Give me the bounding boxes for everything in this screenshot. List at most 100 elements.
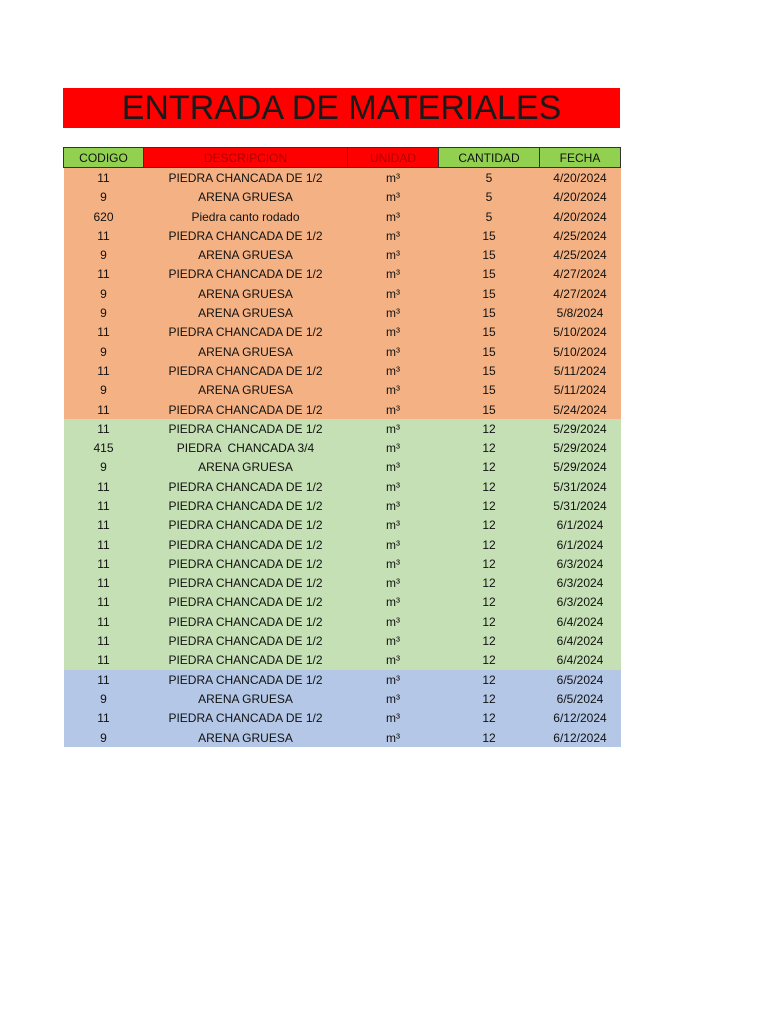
table-cell: 4/27/2024: [553, 286, 607, 301]
table-cell: 6/3/2024: [556, 556, 604, 571]
table-cell: ARENA GRUESA: [198, 248, 293, 263]
table-cell: m³: [386, 595, 400, 610]
table-cell: PIEDRA CHANCADA DE 1/2: [168, 402, 323, 417]
table-cell: 5/10/2024: [553, 344, 607, 359]
table-row: 11 PIEDRA CHANCADA DE 1/2 m³ 12 6/4/2024: [63, 631, 621, 651]
table-cell: 6/4/2024: [556, 614, 604, 629]
table-cell: 5/29/2024: [553, 460, 607, 475]
table-cell: 15: [482, 306, 496, 321]
table-cell: m³: [386, 653, 400, 668]
table-cell: 5/10/2024: [553, 325, 607, 340]
table-row: 11 PIEDRA CHANCADA DE 1/2 m³ 12 6/12/2024: [63, 708, 621, 728]
header-cell: DESCRIPCION: [143, 146, 348, 169]
table-row: 11 PIEDRA CHANCADA DE 1/2 m³ 12 5/31/2024: [63, 496, 621, 516]
header-cell: FECHA: [539, 146, 621, 169]
table-cell: m³: [386, 248, 400, 263]
table-cell: PIEDRA CHANCADA DE 1/2: [168, 228, 323, 243]
table-row: 9 ARENA GRUESA m³ 15 4/27/2024: [63, 284, 621, 304]
table-cell: 11: [97, 595, 110, 610]
table-cell: 12: [482, 479, 496, 494]
table-cell: 6/12/2024: [553, 730, 607, 745]
table-cell: 15: [482, 363, 496, 378]
table-cell: 9: [100, 306, 107, 321]
table-cell: 12: [482, 576, 496, 591]
table-cell: 15: [482, 248, 496, 263]
table-cell: ARENA GRUESA: [198, 190, 293, 205]
table-cell: 12: [482, 537, 496, 552]
table-cell: 11: [97, 325, 110, 340]
table-cell: PIEDRA CHANCADA DE 1/2: [168, 653, 323, 668]
table-cell: 5/31/2024: [553, 498, 607, 513]
table-cell: PIEDRA CHANCADA DE 1/2: [168, 672, 323, 687]
table-row: 415 PIEDRA CHANCADA 3/4 m³ 12 5/29/2024: [63, 438, 621, 458]
table-cell: 6/3/2024: [556, 576, 604, 591]
table-cell: 15: [482, 325, 496, 340]
table-cell: 11: [97, 711, 110, 726]
table-cell: 12: [482, 634, 496, 649]
table-cell: 12: [482, 730, 496, 745]
table-cell: 4/27/2024: [553, 267, 607, 282]
table-cell: 4/20/2024: [553, 209, 607, 224]
table-cell: PIEDRA CHANCADA DE 1/2: [168, 325, 323, 340]
table-cell: PIEDRA CHANCADA DE 1/2: [168, 556, 323, 571]
table-cell: 4/20/2024: [553, 170, 607, 185]
table-cell: m³: [386, 421, 400, 436]
table-cell: 620: [93, 209, 114, 224]
table-row: 9 ARENA GRUESA m³ 5 4/20/2024: [63, 187, 621, 207]
table-cell: 9: [100, 190, 107, 205]
table-cell: 12: [482, 441, 496, 456]
table-cell: m³: [386, 344, 400, 359]
table-cell: 11: [97, 556, 110, 571]
table-cell: ARENA GRUESA: [198, 344, 293, 359]
table-cell: 12: [482, 672, 496, 687]
table-cell: 15: [482, 383, 496, 398]
table-cell: m³: [386, 711, 400, 726]
table-cell: 11: [97, 576, 110, 591]
table-cell: ARENA GRUESA: [198, 730, 293, 745]
table-cell: PIEDRA CHANCADA DE 1/2: [168, 711, 323, 726]
table-cell: m³: [386, 634, 400, 649]
table-cell: 5: [485, 170, 493, 185]
table-row: 11 PIEDRA CHANCADA DE 1/2 m³ 12 6/1/2024: [63, 534, 621, 555]
header-row: CODIGO DESCRIPCION UNIDAD CANTIDAD FECHA: [63, 146, 621, 169]
table-cell: 11: [97, 672, 110, 687]
table-cell: 11: [97, 402, 110, 417]
table-cell: PIEDRA CHANCADA DE 1/2: [168, 267, 323, 282]
table-cell: 6/3/2024: [556, 595, 604, 610]
table-cell: m³: [386, 209, 400, 224]
table-cell: 11: [97, 479, 110, 494]
table-row: 11 PIEDRA CHANCADA DE 1/2 m³ 12 5/31/2024: [63, 477, 621, 497]
table-cell: m³: [386, 556, 400, 571]
table-cell: 5/29/2024: [553, 421, 607, 436]
table-cell: PIEDRA CHANCADA DE 1/2: [168, 634, 323, 649]
table-cell: 11: [97, 363, 110, 378]
table-cell: 11: [97, 267, 110, 282]
table-cell: m³: [386, 190, 400, 205]
table-cell: m³: [386, 537, 400, 552]
table-cell: m³: [386, 306, 400, 321]
table-cell: 9: [100, 730, 107, 745]
table-cell: 4/25/2024: [553, 228, 607, 243]
table-cell: 5/29/2024: [553, 441, 607, 456]
table-cell: 12: [482, 556, 496, 571]
table-cell: 11: [97, 518, 110, 533]
table-row: 620 Piedra canto rodado m³ 5 4/20/2024: [63, 206, 621, 227]
table-cell: 5/11/2024: [553, 363, 607, 378]
table-cell: 11: [97, 228, 110, 243]
table-cell: 12: [482, 711, 496, 726]
table-cell: m³: [386, 672, 400, 687]
table-row: 11 PIEDRA CHANCADA DE 1/2 m³ 15 5/11/2024: [63, 361, 621, 381]
table-cell: 12: [482, 460, 496, 475]
table-row: 11 PIEDRA CHANCADA DE 1/2 m³ 5 4/20/2024: [63, 167, 621, 188]
table-row: 11 PIEDRA CHANCADA DE 1/2 m³ 12 6/3/2024: [63, 573, 621, 593]
table-cell: 415: [93, 441, 114, 456]
header-cell: UNIDAD: [347, 146, 439, 169]
materials-table: CODIGO DESCRIPCION UNIDAD CANTIDAD FECHA…: [63, 146, 621, 748]
table-cell: 6/5/2024: [556, 672, 604, 687]
table-cell: PIEDRA CHANCADA DE 1/2: [168, 518, 323, 533]
table-cell: 5/24/2024: [553, 402, 607, 417]
table-cell: m³: [386, 576, 400, 591]
table-cell: PIEDRA CHANCADA 3/4: [176, 441, 315, 456]
table-cell: 9: [100, 460, 107, 475]
table-body: 11 PIEDRA CHANCADA DE 1/2 m³ 5 4/20/2024 9 ARE…: [63, 167, 621, 748]
